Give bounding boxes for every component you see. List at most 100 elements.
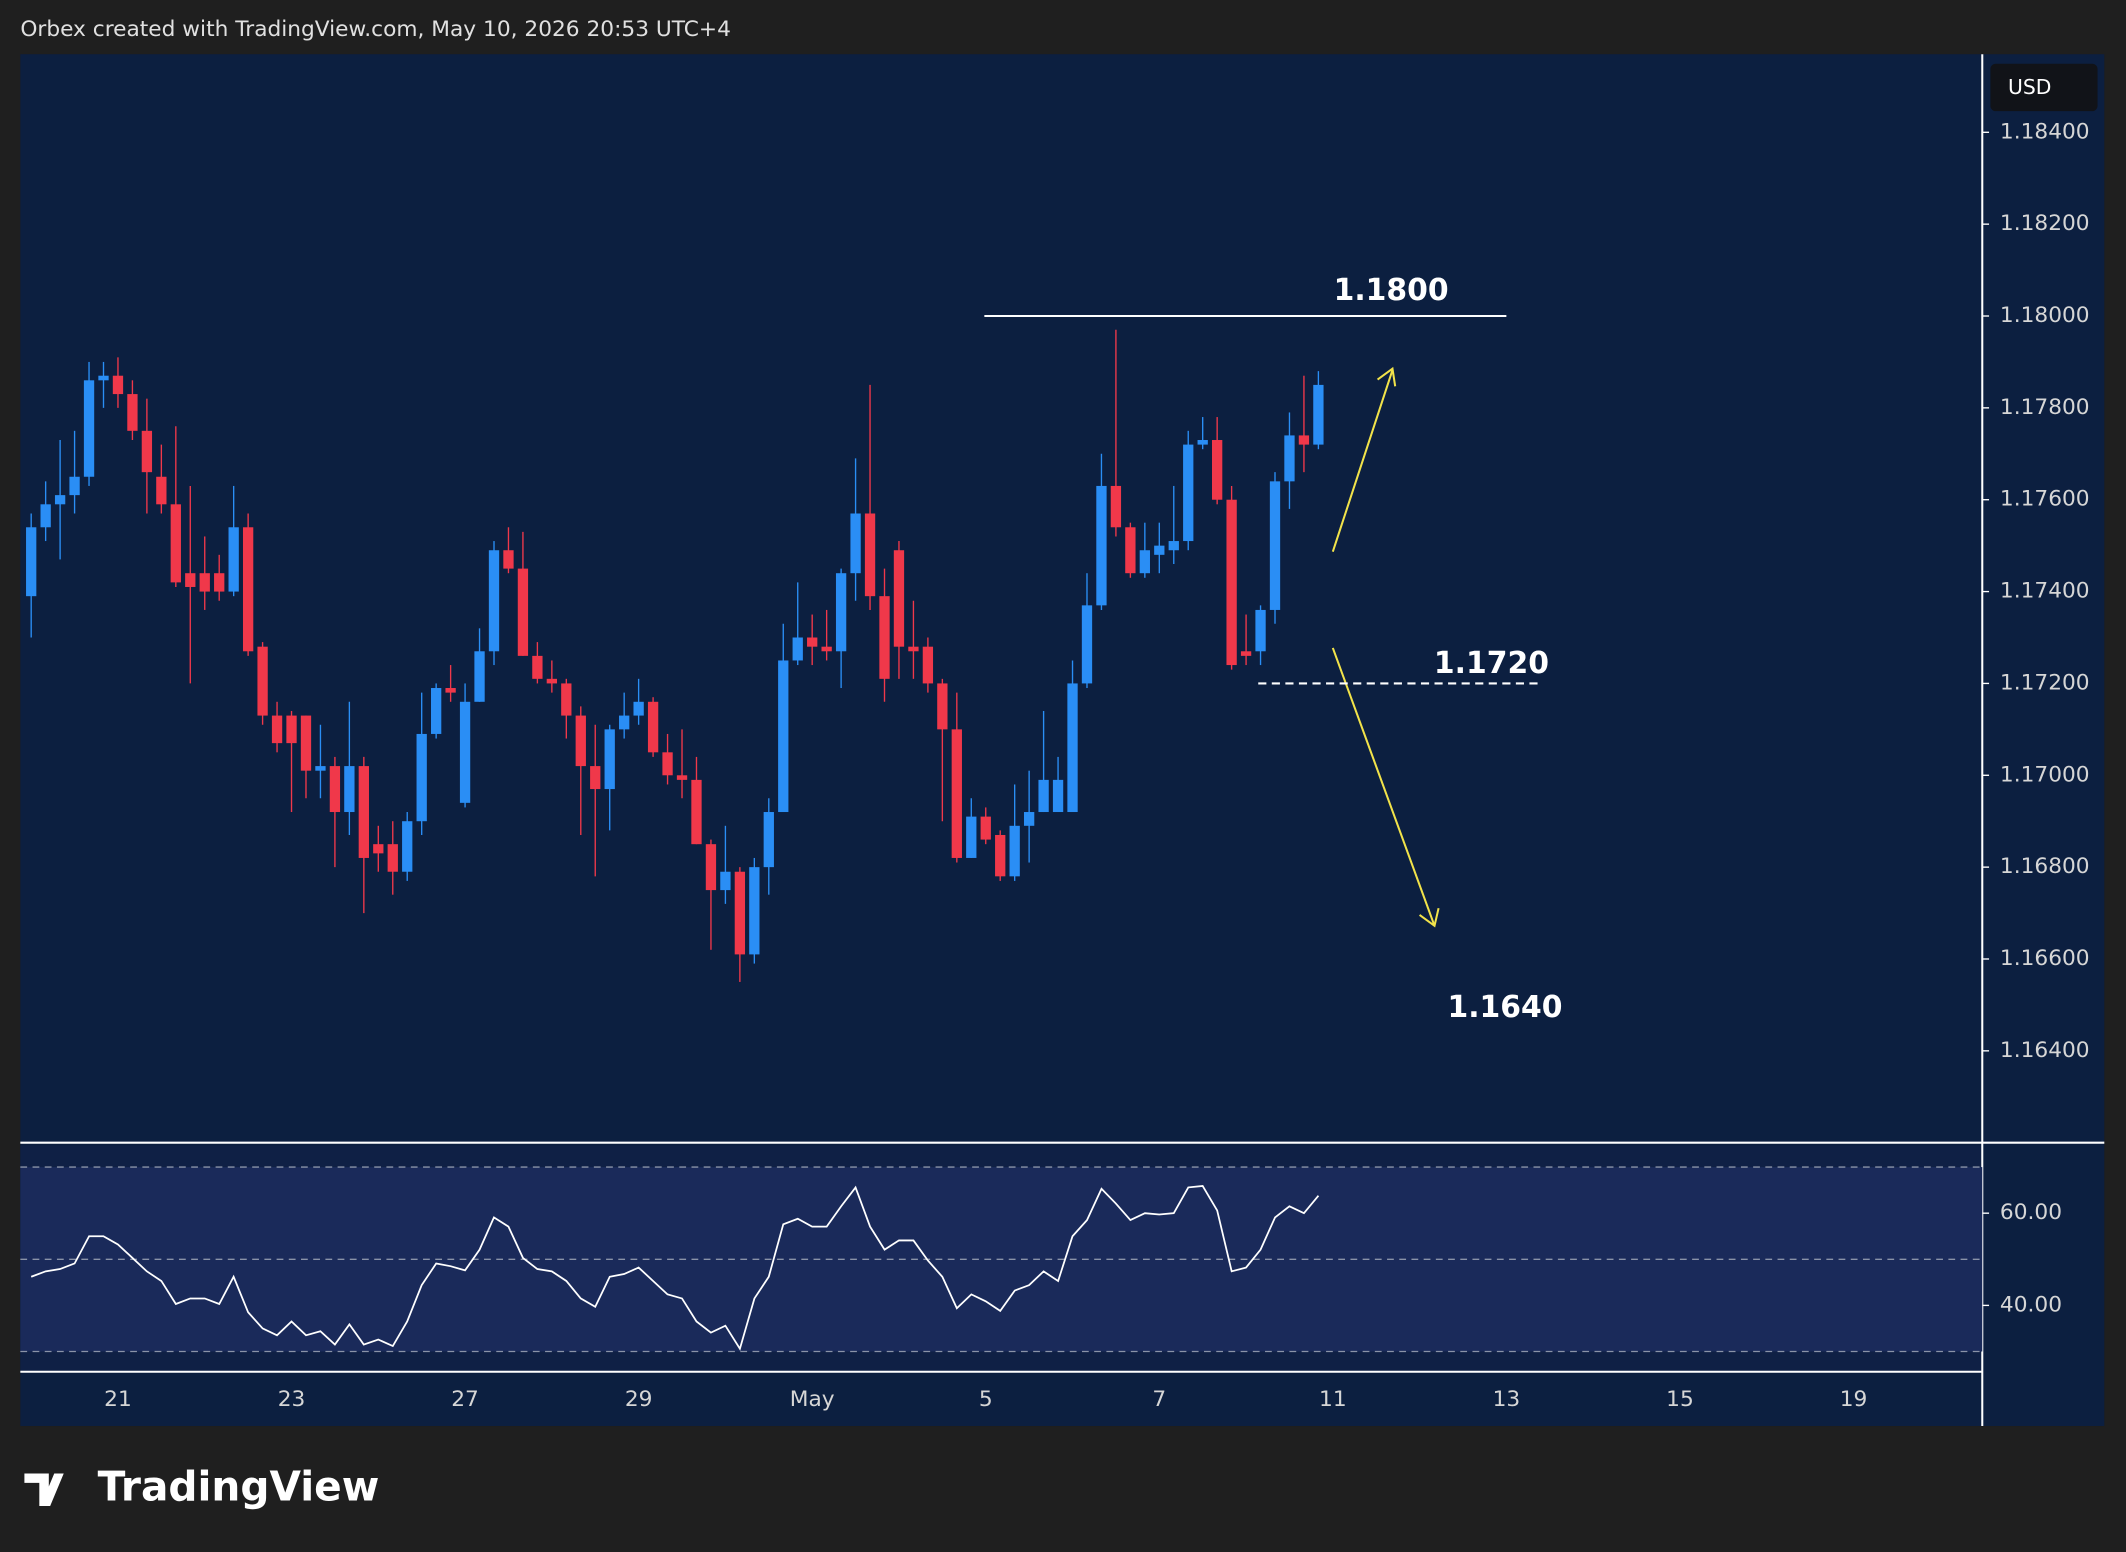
candle-body	[1226, 499, 1237, 666]
candle-body	[358, 766, 369, 858]
candle-body	[416, 733, 427, 822]
candle-body	[445, 688, 456, 693]
y-tick-label: 1.17400	[2000, 579, 2090, 604]
candle-body	[257, 646, 268, 716]
candle-body	[26, 527, 37, 597]
y-tick-label: 1.18200	[2000, 211, 2090, 236]
candle-body	[214, 573, 225, 592]
candle-body	[778, 660, 789, 813]
indicator-line	[30, 1185, 1320, 1351]
x-tick-label: 15	[1666, 1387, 1694, 1412]
header: Orbex created with TradingView.com, May …	[20, 17, 731, 42]
candle-body	[271, 715, 283, 744]
candle-body	[141, 430, 153, 473]
x-tick-label: 7	[1152, 1387, 1166, 1412]
candle-body	[1197, 440, 1208, 445]
candle-body	[864, 513, 876, 597]
arrow-up-head	[1376, 366, 1397, 387]
candle-body	[763, 812, 774, 868]
candle-body	[691, 779, 702, 845]
y-tick-label: 1.17800	[2000, 395, 2090, 420]
candle-body	[69, 476, 80, 496]
candle-body	[1125, 527, 1136, 574]
candle-body	[98, 375, 109, 381]
candle-body	[228, 527, 239, 592]
candle-body	[1269, 481, 1281, 610]
scenario-arrows	[1331, 366, 1440, 928]
arrow-down-head	[1418, 907, 1440, 928]
candle-body	[1284, 435, 1295, 482]
candle-body	[300, 715, 312, 771]
candle-body	[1255, 609, 1266, 652]
candle-body	[54, 495, 66, 505]
x-tick-label: 5	[979, 1387, 993, 1412]
candle-body	[170, 504, 181, 583]
logo-text: TradingView	[98, 1463, 380, 1511]
arrow-up	[1331, 369, 1394, 553]
candle-body	[199, 573, 210, 592]
y-tick-label: 1.18400	[2000, 119, 2090, 144]
candle-body	[1096, 485, 1107, 606]
candle-body	[532, 655, 543, 679]
candle-body	[951, 729, 962, 858]
candle-body	[633, 701, 644, 716]
candle-body	[1052, 779, 1064, 813]
candle-body	[546, 678, 558, 684]
candle-body	[40, 504, 51, 528]
x-tick-label: 13	[1493, 1387, 1521, 1412]
candle-body	[647, 701, 659, 753]
candle-body	[1009, 825, 1020, 877]
candle-body	[474, 651, 485, 702]
indicator-tick-label: 60.00	[2000, 1200, 2062, 1225]
y-tick-label: 1.18000	[2000, 303, 2090, 328]
candle-body	[1298, 435, 1310, 445]
candle-body	[517, 568, 529, 656]
candle-body	[720, 871, 731, 891]
candle-body	[1313, 384, 1324, 445]
logo: TradingView	[24, 1463, 379, 1511]
candle-body	[1240, 651, 1252, 656]
arrow-down	[1331, 647, 1436, 927]
candle-body	[402, 821, 413, 872]
x-tick-label: May	[790, 1387, 835, 1412]
x-tick-label: 21	[104, 1387, 132, 1412]
candle-body	[937, 683, 948, 730]
candle-body	[561, 683, 572, 716]
candle-body	[879, 596, 890, 679]
y-tick-label: 1.17200	[2000, 670, 2090, 695]
level-label: 1.1720	[1434, 646, 1549, 681]
candle-body	[590, 766, 601, 790]
candle-body	[329, 766, 341, 813]
candle-body	[676, 775, 688, 780]
candle-body	[1183, 444, 1194, 542]
candle-body	[835, 573, 847, 652]
candle-body	[156, 476, 167, 505]
candle-body	[1168, 541, 1179, 551]
candle-body	[893, 550, 905, 647]
x-tick-label: 11	[1319, 1387, 1347, 1412]
candle-body	[821, 646, 832, 652]
x-tick-label: 23	[278, 1387, 306, 1412]
x-tick-label: 29	[625, 1387, 653, 1412]
candle-body	[83, 380, 95, 477]
candle-body	[315, 766, 326, 771]
candle-body	[503, 550, 514, 569]
candle-body	[242, 527, 254, 652]
logo-icon	[24, 1473, 64, 1506]
candle-body	[373, 844, 384, 854]
y-tick-label: 1.16600	[2000, 946, 2090, 971]
candle-body	[127, 394, 138, 431]
indicator-tick-label: 40.00	[2000, 1292, 2062, 1317]
candle-body	[619, 715, 630, 730]
candle-body	[185, 573, 196, 587]
candle-body	[1067, 683, 1078, 813]
candle-body	[1139, 550, 1150, 574]
candle-body	[850, 513, 861, 574]
currency: USD	[2008, 75, 2051, 99]
candle-body	[908, 646, 919, 652]
x-tick-label: 27	[451, 1387, 479, 1412]
candle-body	[749, 867, 760, 955]
candle-body	[705, 844, 717, 891]
candle-body	[792, 637, 803, 661]
